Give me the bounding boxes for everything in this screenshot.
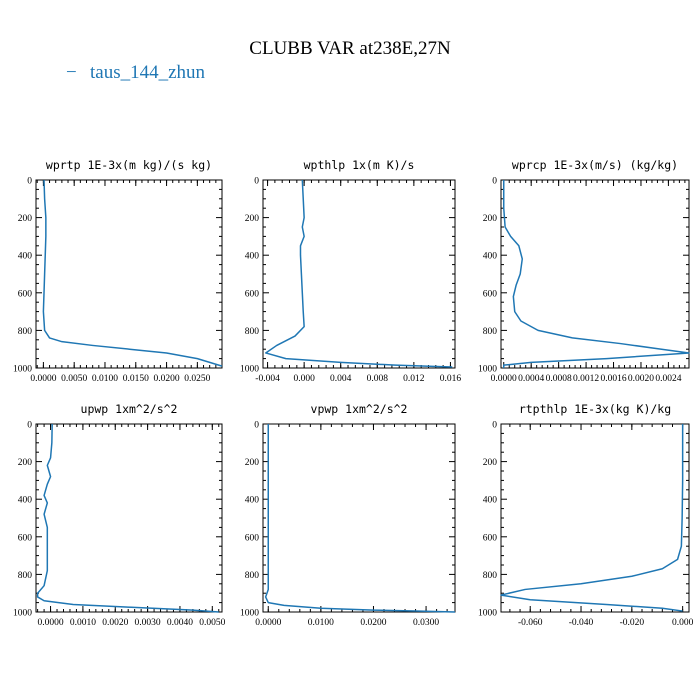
y-tick-label: 800 <box>18 327 33 337</box>
x-tick-label: -0.040 <box>569 618 594 628</box>
y-tick-label: 1000 <box>13 365 32 375</box>
x-tick-label: 0.0008 <box>546 374 572 384</box>
y-tick-label: 0 <box>254 177 259 187</box>
y-tick-label: 400 <box>18 496 33 506</box>
y-tick-label: 1000 <box>240 365 259 375</box>
x-tick-label: 0.0100 <box>308 618 334 628</box>
plot-frame <box>262 179 456 369</box>
y-tick-label: 0 <box>254 421 259 431</box>
y-tick-label: 600 <box>245 533 260 543</box>
series-line <box>500 424 684 612</box>
y-tick-label: 600 <box>483 533 498 543</box>
x-tick-label: -0.020 <box>620 618 645 628</box>
chart-panel-6: rtpthlp 1E-3x(kg K)/kg 0 200 400 600 800 1000 -… <box>478 402 694 628</box>
x-tick-label: 0.0050 <box>61 374 87 384</box>
x-tick-label: 0.0016 <box>600 374 626 384</box>
x-tick-label: 0.0020 <box>628 374 654 384</box>
y-tick-label: 400 <box>18 252 33 262</box>
y-tick-label: 800 <box>245 327 260 337</box>
plot-frame <box>35 179 223 369</box>
series-line <box>502 180 690 368</box>
x-tick-label: -0.060 <box>518 618 543 628</box>
x-tick-label: 0.0012 <box>573 374 599 384</box>
y-tick-label: 800 <box>245 571 260 581</box>
legend: − taus_144_zhun <box>66 62 206 83</box>
y-tick-label: 0 <box>27 177 32 187</box>
chart-panel-4: upwp 1xm^2/s^2 0 200 400 600 800 1000 0.0000 0.0… <box>13 402 226 628</box>
x-tick-label: 0.016 <box>440 374 462 384</box>
figure-title: CLUBB VAR at238E,27N <box>249 38 451 59</box>
x-tick-label: 0.0000 <box>255 618 281 628</box>
x-tick-label: 0.0050 <box>199 618 225 628</box>
x-tick-label: 0.0010 <box>70 618 96 628</box>
y-tick-label: 1000 <box>478 365 497 375</box>
panel-title: vpwp 1xm^2/s^2 <box>311 402 408 416</box>
y-tick-label: 600 <box>483 289 498 299</box>
y-tick-label: 1000 <box>240 609 259 619</box>
series-line <box>36 423 219 613</box>
y-tick-label: 400 <box>245 496 260 506</box>
x-tick-label: 0.0000 <box>491 374 517 384</box>
y-tick-label: 200 <box>245 458 260 468</box>
x-tick-label: 0.0200 <box>154 374 180 384</box>
panel-title: wpthlp 1x(m K)/s <box>304 158 415 172</box>
chart-panel-2: wpthlp 1x(m K)/s 0 200 400 600 800 1000-0.004 0… <box>240 158 461 384</box>
y-tick-label: 800 <box>483 571 498 581</box>
plot-frame <box>35 423 223 613</box>
x-tick-label: 0.004 <box>330 374 352 384</box>
x-tick-label: 0.0250 <box>184 374 210 384</box>
panel-title: wprtp 1E-3x(m kg)/(s kg) <box>46 158 212 172</box>
x-tick-label: 0.0030 <box>135 618 161 628</box>
x-tick-label: 0.0024 <box>655 374 681 384</box>
chart-panel-3: wprcp 1E-3x(m/s) (kg/kg) 0 200 400 600 800 100… <box>478 158 690 384</box>
x-tick-label: 0.0300 <box>413 618 439 628</box>
y-tick-label: 0 <box>492 421 497 431</box>
y-tick-label: 1000 <box>478 609 497 619</box>
x-tick-label: 0.0040 <box>167 618 193 628</box>
y-tick-label: 600 <box>245 289 260 299</box>
y-tick-label: 200 <box>483 458 498 468</box>
y-tick-label: 400 <box>483 252 498 262</box>
x-tick-label: 0.0000 <box>30 374 56 384</box>
y-tick-label: 200 <box>18 458 33 468</box>
plot-frame <box>262 423 456 613</box>
y-tick-label: 600 <box>18 289 33 299</box>
y-tick-label: 400 <box>483 496 498 506</box>
x-tick-label: 0.000 <box>293 374 315 384</box>
x-tick-label: 0.0000 <box>37 618 63 628</box>
y-tick-label: 0 <box>492 177 497 187</box>
panel-title: rtpthlp 1E-3x(kg K)/kg <box>519 402 671 416</box>
y-tick-label: 800 <box>483 327 498 337</box>
x-tick-label: 0.000 <box>672 618 694 628</box>
y-tick-label: 200 <box>245 214 260 224</box>
series-line <box>264 179 453 368</box>
x-tick-label: 0.008 <box>367 374 389 384</box>
x-tick-label: 0.0004 <box>518 374 544 384</box>
y-tick-label: 200 <box>483 214 498 224</box>
y-tick-label: 200 <box>18 214 33 224</box>
y-tick-label: 800 <box>18 571 33 581</box>
x-tick-label: 0.0150 <box>123 374 149 384</box>
legend-marker: − <box>66 62 77 83</box>
chart-panel-1: wprtp 1E-3x(m kg)/(s kg) 0 200 400 600 800 100… <box>13 158 223 384</box>
plot-frame <box>500 179 690 369</box>
legend-series-label: taus_144_zhun <box>90 62 206 83</box>
panel-title: wprcp 1E-3x(m/s) (kg/kg) <box>512 158 678 172</box>
plot-frame <box>500 423 690 613</box>
series-line <box>42 179 223 367</box>
y-tick-label: 1000 <box>13 609 32 619</box>
panel-title: upwp 1xm^2/s^2 <box>81 402 178 416</box>
series-line <box>264 424 456 613</box>
y-tick-label: 400 <box>245 252 260 262</box>
y-tick-label: 0 <box>27 421 32 431</box>
x-tick-label: 0.0020 <box>102 618 128 628</box>
y-tick-label: 600 <box>18 533 33 543</box>
x-tick-label: 0.0200 <box>360 618 386 628</box>
x-tick-label: -0.004 <box>255 374 280 384</box>
x-tick-label: 0.0100 <box>92 374 118 384</box>
panels-container: wprtp 1E-3x(m kg)/(s kg) 0 200 400 600 800 100… <box>13 158 694 628</box>
x-tick-label: 0.012 <box>403 374 425 384</box>
